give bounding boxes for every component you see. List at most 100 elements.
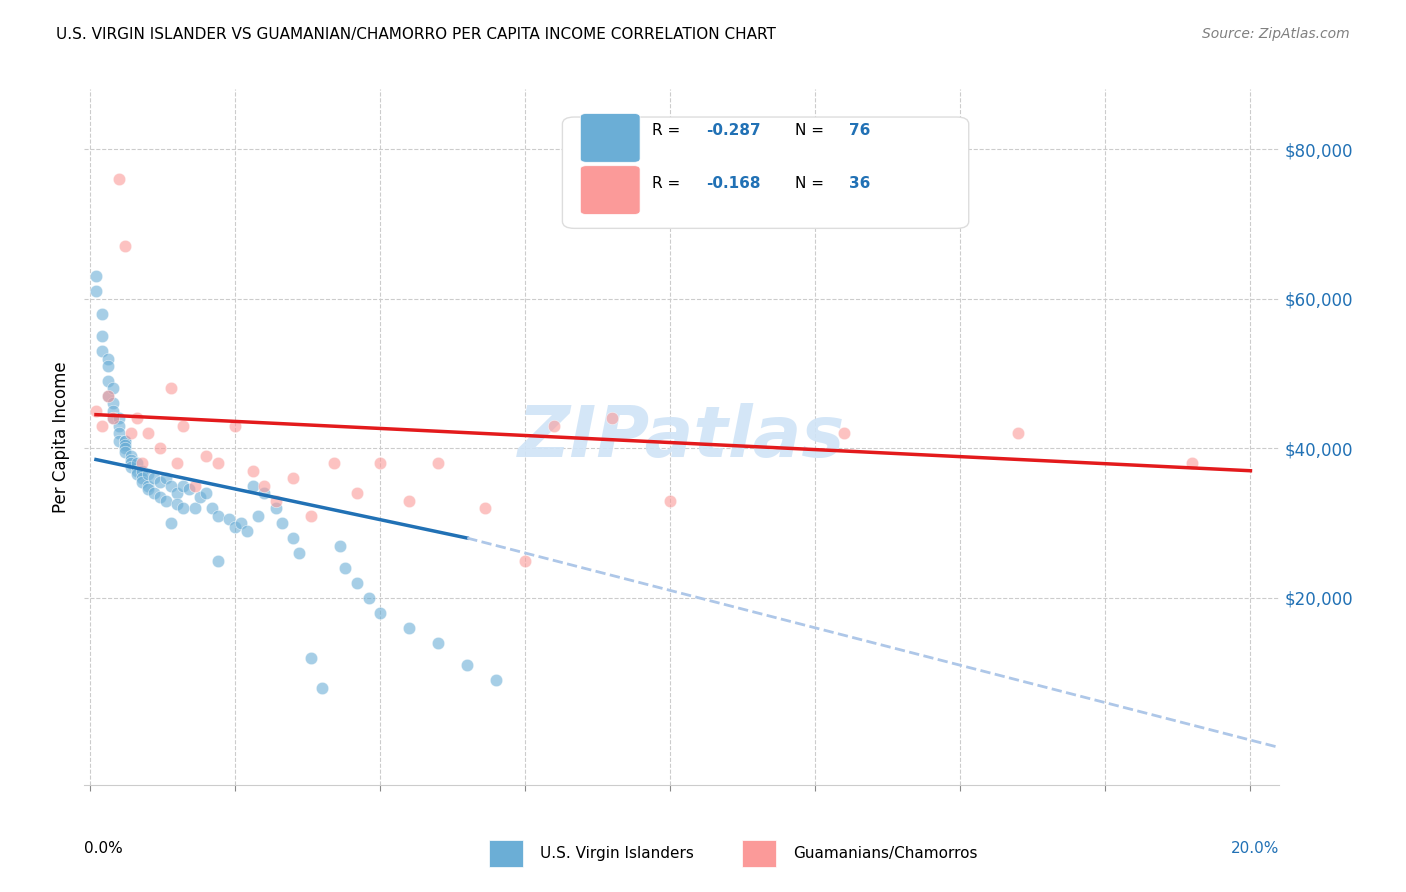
Point — [136, 467, 159, 482]
Point — [125, 467, 148, 482]
Point — [114, 434, 136, 448]
Point — [283, 531, 305, 545]
Point — [149, 442, 172, 456]
Text: R =: R = — [652, 123, 685, 138]
Text: -0.287: -0.287 — [706, 123, 761, 138]
Text: 0.0%: 0.0% — [84, 840, 124, 855]
Point — [97, 389, 120, 403]
Text: R =: R = — [652, 176, 685, 191]
Point — [97, 359, 120, 373]
Y-axis label: Per Capita Income: Per Capita Income — [52, 361, 70, 513]
Point — [247, 508, 270, 523]
Point — [427, 456, 450, 470]
Point — [283, 471, 305, 485]
Point — [114, 442, 136, 456]
Point — [155, 471, 177, 485]
FancyBboxPatch shape — [562, 117, 969, 228]
Point — [398, 621, 420, 635]
Point — [120, 456, 142, 470]
Point — [183, 501, 205, 516]
Point — [103, 381, 125, 395]
Point — [264, 501, 287, 516]
Point — [103, 404, 125, 418]
Point — [114, 437, 136, 451]
Point — [131, 471, 153, 485]
Point — [172, 501, 194, 516]
Bar — [742, 840, 776, 867]
Point — [322, 456, 344, 470]
Point — [149, 475, 172, 489]
Point — [172, 479, 194, 493]
Point — [120, 452, 142, 467]
Point — [515, 553, 537, 567]
Point — [299, 508, 322, 523]
Text: U.S. VIRGIN ISLANDER VS GUAMANIAN/CHAMORRO PER CAPITA INCOME CORRELATION CHART: U.S. VIRGIN ISLANDER VS GUAMANIAN/CHAMOR… — [56, 27, 776, 42]
Point — [229, 516, 252, 530]
Point — [242, 479, 264, 493]
Point — [335, 561, 357, 575]
Point — [485, 673, 508, 688]
Point — [288, 546, 311, 560]
Text: N =: N = — [796, 123, 830, 138]
Point — [224, 418, 246, 433]
FancyBboxPatch shape — [581, 113, 640, 162]
Point — [108, 172, 131, 186]
Point — [368, 606, 391, 620]
Point — [398, 493, 420, 508]
Point — [143, 486, 166, 500]
Point — [346, 576, 368, 591]
Text: 76: 76 — [849, 123, 870, 138]
Point — [600, 411, 623, 425]
Point — [114, 434, 136, 448]
FancyBboxPatch shape — [581, 166, 640, 214]
Point — [84, 269, 107, 284]
Point — [131, 475, 153, 489]
Point — [103, 411, 125, 425]
Bar — [489, 840, 523, 867]
Point — [103, 396, 125, 410]
Point — [90, 329, 112, 343]
Point — [543, 418, 565, 433]
Point — [90, 344, 112, 359]
Point — [155, 493, 177, 508]
Point — [160, 479, 183, 493]
Point — [90, 307, 112, 321]
Point — [160, 516, 183, 530]
Point — [253, 486, 276, 500]
Point — [120, 449, 142, 463]
Point — [224, 520, 246, 534]
Point — [125, 411, 148, 425]
Point — [149, 490, 172, 504]
Point — [177, 483, 200, 497]
Point — [427, 636, 450, 650]
Point — [84, 404, 107, 418]
Point — [834, 426, 856, 441]
Point — [346, 486, 368, 500]
Point — [166, 456, 188, 470]
Point — [143, 471, 166, 485]
Text: Guamanians/Chamorros: Guamanians/Chamorros — [793, 847, 977, 861]
Text: U.S. Virgin Islanders: U.S. Virgin Islanders — [540, 847, 693, 861]
Point — [264, 493, 287, 508]
Point — [659, 493, 682, 508]
Point — [357, 591, 380, 605]
Point — [299, 650, 322, 665]
Text: -0.168: -0.168 — [706, 176, 761, 191]
Point — [218, 512, 240, 526]
Point — [103, 411, 125, 425]
Text: Source: ZipAtlas.com: Source: ZipAtlas.com — [1202, 27, 1350, 41]
Point — [97, 374, 120, 388]
Point — [108, 411, 131, 425]
Point — [172, 418, 194, 433]
Point — [474, 501, 496, 516]
Point — [311, 681, 333, 695]
Point — [368, 456, 391, 470]
Point — [270, 516, 292, 530]
Point — [136, 479, 159, 493]
Point — [108, 426, 131, 441]
Point — [190, 490, 212, 504]
Point — [183, 479, 205, 493]
Point — [136, 483, 159, 497]
Point — [125, 456, 148, 470]
Point — [195, 486, 218, 500]
